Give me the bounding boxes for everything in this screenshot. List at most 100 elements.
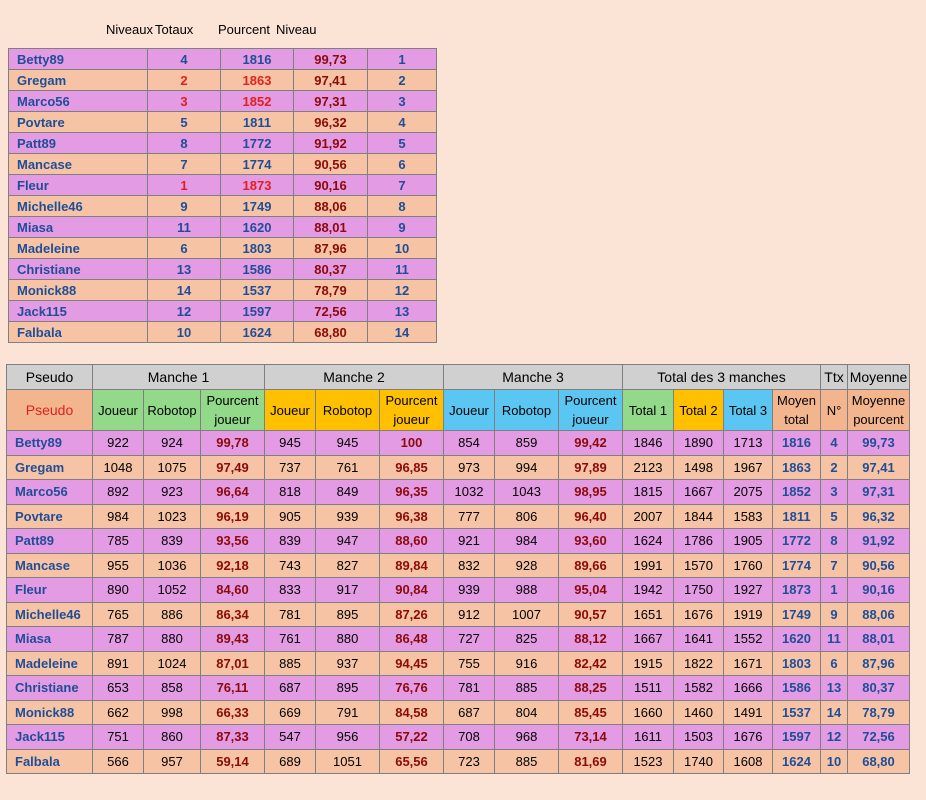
ranking-pourcent: 78,79 <box>293 279 368 301</box>
table-cell: 1676 <box>673 601 724 627</box>
table-cell: 1927 <box>723 577 773 603</box>
table-cell: 737 <box>264 454 316 480</box>
table-cell: 912 <box>443 601 495 627</box>
table-cell: 955 <box>92 552 144 578</box>
table-cell: 10 <box>820 748 848 774</box>
table-cell: 98,95 <box>558 479 623 505</box>
ranking-pseudo: Mancase <box>8 153 148 175</box>
table-cell: 7 <box>820 552 848 578</box>
table-cell: 723 <box>443 748 495 774</box>
sub-header-cell: Joueur <box>443 389 495 431</box>
table-cell: 916 <box>494 650 559 676</box>
table-cell: 80,37 <box>847 675 910 701</box>
table-cell: 1 <box>820 577 848 603</box>
ranking-pseudo: Michelle46 <box>8 195 148 217</box>
table-cell: 89,43 <box>200 626 265 652</box>
table-cell: 1624 <box>772 748 821 774</box>
sub-header-cell: Pseudo <box>6 389 93 431</box>
row-pseudo: Michelle46 <box>6 601 93 627</box>
table-cell: 1749 <box>772 601 821 627</box>
ranking-niveaux: 7 <box>147 153 221 175</box>
table-cell: 93,60 <box>558 528 623 554</box>
sub-header-cell: Robotop <box>143 389 201 431</box>
results-table: Pseudo Manche 1 Manche 2 Manche 3 Total … <box>6 364 910 774</box>
table-cell: 65,56 <box>379 748 444 774</box>
sub-header-cell: Pourcent joueur <box>379 389 444 431</box>
table-cell: 751 <box>92 724 144 750</box>
ranking-niveau: 13 <box>367 300 437 322</box>
ranking-row: Betty89 4 1816 99,73 1 <box>8 48 437 70</box>
table-cell: 72,56 <box>847 724 910 750</box>
table-cell: 880 <box>143 626 201 652</box>
table-cell: 96,85 <box>379 454 444 480</box>
table-cell: 1537 <box>772 699 821 725</box>
sub-header-cell: Robotop <box>315 389 380 431</box>
group-header-manche-1: Manche 1 <box>92 364 265 390</box>
table-cell: 755 <box>443 650 495 676</box>
ranking-niveaux: 12 <box>147 300 221 322</box>
table-cell: 86,48 <box>379 626 444 652</box>
ranking-niveaux: 13 <box>147 258 221 280</box>
table-cell: 905 <box>264 503 316 529</box>
ranking-totaux: 1624 <box>220 321 294 343</box>
table-cell: 68,80 <box>847 748 910 774</box>
table-cell: 1991 <box>622 552 674 578</box>
table-cell: 99,78 <box>200 430 265 456</box>
table-cell: 1942 <box>622 577 674 603</box>
group-header-manche-3: Manche 3 <box>443 364 623 390</box>
table-cell: 984 <box>494 528 559 554</box>
table-row: Patt89 785 839 93,56 839 947 88,60 921 984 93,60 1… <box>6 528 910 554</box>
table-cell: 1919 <box>723 601 773 627</box>
ranking-totaux: 1774 <box>220 153 294 175</box>
group-header-pseudo: Pseudo <box>6 364 93 390</box>
table-cell: 939 <box>315 503 380 529</box>
table-cell: 1570 <box>673 552 724 578</box>
ranking-niveaux: 3 <box>147 90 221 112</box>
ranking-totaux: 1873 <box>220 174 294 196</box>
table-cell: 1967 <box>723 454 773 480</box>
table-cell: 91,92 <box>847 528 910 554</box>
ranking-pseudo: Christiane <box>8 258 148 280</box>
ranking-niveaux: 6 <box>147 237 221 259</box>
table-cell: 76,11 <box>200 675 265 701</box>
ranking-niveaux: 14 <box>147 279 221 301</box>
ranking-niveau: 5 <box>367 132 437 154</box>
ranking-totaux: 1537 <box>220 279 294 301</box>
table-cell: 1007 <box>494 601 559 627</box>
ranking-totaux: 1597 <box>220 300 294 322</box>
ranking-pseudo: Gregam <box>8 69 148 91</box>
row-pseudo: Betty89 <box>6 430 93 456</box>
table-row: Madeleine 891 1024 87,01 885 937 94,45 755 916 82… <box>6 650 910 676</box>
row-pseudo: Fleur <box>6 577 93 603</box>
table-cell: 2 <box>820 454 848 480</box>
table-cell: 97,31 <box>847 479 910 505</box>
table-row: Falbala 566 957 59,14 689 1051 65,56 723 885 81,6… <box>6 748 910 774</box>
row-pseudo: Falbala <box>6 748 93 774</box>
table-cell: 84,58 <box>379 699 444 725</box>
table-cell: 88,01 <box>847 626 910 652</box>
table-cell: 939 <box>443 577 495 603</box>
table-cell: 100 <box>379 430 444 456</box>
ranking-pourcent: 80,37 <box>293 258 368 280</box>
table-cell: 12 <box>820 724 848 750</box>
table-cell: 81,69 <box>558 748 623 774</box>
table-cell: 922 <box>92 430 144 456</box>
table-cell: 1511 <box>622 675 674 701</box>
table-cell: 1803 <box>772 650 821 676</box>
ranking-niveau: 12 <box>367 279 437 301</box>
ranking-row: Patt89 8 1772 91,92 5 <box>8 132 437 154</box>
table-cell: 653 <box>92 675 144 701</box>
table-cell: 1460 <box>673 699 724 725</box>
ranking-totaux: 1852 <box>220 90 294 112</box>
group-header-ttx: Ttx <box>820 364 848 390</box>
table-cell: 96,35 <box>379 479 444 505</box>
table-cell: 858 <box>143 675 201 701</box>
table-cell: 859 <box>494 430 559 456</box>
ranking-pourcent: 97,31 <box>293 90 368 112</box>
table-cell: 921 <box>443 528 495 554</box>
table-cell: 92,18 <box>200 552 265 578</box>
table-cell: 1676 <box>723 724 773 750</box>
ranking-pourcent: 68,80 <box>293 321 368 343</box>
table-cell: 708 <box>443 724 495 750</box>
table-row: Christiane 653 858 76,11 687 895 76,76 781 885 88… <box>6 675 910 701</box>
